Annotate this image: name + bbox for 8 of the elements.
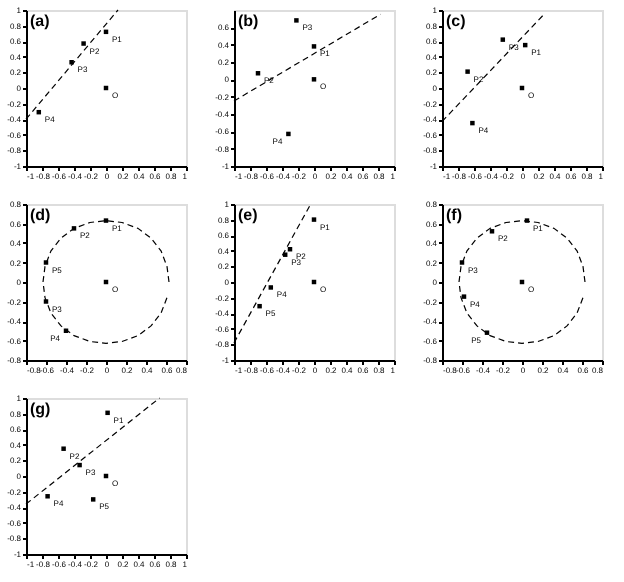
chart-title: (b): [238, 12, 260, 30]
chart-title: (c): [446, 12, 467, 30]
chart-title: (e): [238, 206, 259, 224]
chart-title: (a): [30, 12, 51, 30]
chart-title: (g): [30, 400, 52, 418]
chart-title: (d): [30, 206, 52, 224]
line-series: [458, 219, 586, 345]
chart-title: (f): [446, 206, 463, 224]
